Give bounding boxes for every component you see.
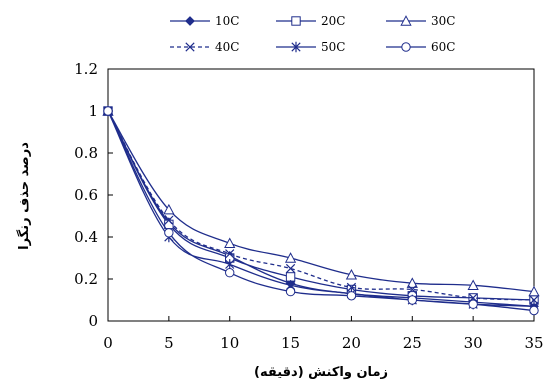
legend-entry-10C: 10C [170, 14, 239, 28]
x-axis-ticks: 0 5 10 15 20 25 30 35 [103, 316, 544, 352]
y-axis-ticks: 0 0.2 0.4 0.6 0.8 1 1.2 [74, 60, 113, 330]
series-30C [102, 105, 540, 297]
legend-entry-40C: 40C [170, 40, 239, 54]
data-point-30C [528, 285, 540, 297]
data-point-60C [225, 268, 235, 278]
data-point-60C [407, 295, 417, 305]
x-tick-label: 10 [220, 334, 239, 352]
x-tick-label: 20 [342, 334, 361, 352]
data-point-30C [345, 268, 358, 280]
data-point-50C [225, 259, 235, 270]
data-point-40C [407, 284, 417, 295]
data-point-20C [164, 219, 174, 230]
data-point-30C [224, 237, 236, 248]
data-point-60C [468, 299, 478, 309]
data-point-30C [406, 277, 418, 288]
y-tick-label: 0 [88, 312, 98, 330]
data-point-40C [225, 249, 235, 259]
legend-marker [291, 41, 301, 53]
data-point-60C [285, 286, 296, 297]
data-point-60C [164, 228, 174, 238]
series-60C [103, 106, 539, 316]
legend-marker [291, 16, 301, 26]
y-tick-label: 0.6 [74, 186, 98, 204]
legend-entry-50C: 50C [276, 40, 345, 54]
data-point-40C [164, 215, 174, 225]
legend-label: 40C [215, 40, 239, 54]
data-point-60C [529, 305, 539, 316]
x-axis-title: زمان واکنش (دقیقه) [254, 365, 388, 380]
legend-label: 60C [431, 40, 455, 54]
legend-label: 10C [215, 14, 239, 28]
data-point-60C [346, 291, 357, 301]
legend-label: 50C [321, 40, 345, 54]
legend-entry-60C: 60C [386, 40, 455, 54]
legend-marker [185, 42, 195, 52]
x-tick-label: 5 [164, 334, 174, 352]
legend: 10C 20C 30C 40C 50C 60C [170, 14, 455, 54]
y-tick-label: 1.2 [74, 60, 98, 78]
series-line-50C [107, 110, 535, 307]
series-line-20C [107, 110, 535, 301]
x-tick-label: 30 [464, 334, 483, 352]
series-layer [102, 105, 540, 316]
y-tick-label: 0.4 [74, 228, 98, 246]
plot-area [107, 68, 535, 322]
y-tick-label: 0.2 [74, 270, 98, 288]
data-point-60C [103, 106, 113, 116]
data-point-20C [285, 272, 296, 282]
x-tick-label: 35 [524, 334, 543, 352]
legend-entry-30C: 30C [386, 14, 455, 28]
series-line-30C [107, 110, 535, 293]
y-tick-label: 1 [88, 102, 98, 120]
legend-label: 20C [321, 14, 345, 28]
data-point-40C [285, 263, 296, 274]
data-point-30C [467, 279, 479, 290]
legend-marker [400, 15, 412, 26]
data-point-30C [163, 203, 175, 215]
legend-marker [185, 16, 195, 26]
y-axis-title: درصد حذف رنگرا [16, 142, 32, 250]
legend-label: 30C [431, 14, 455, 28]
series-line-40C [107, 110, 535, 301]
legend-marker [401, 42, 411, 52]
series-line-10C [107, 110, 535, 307]
data-point-30C [284, 252, 297, 263]
x-tick-label: 25 [403, 334, 422, 352]
x-tick-label: 0 [103, 334, 113, 352]
x-tick-label: 15 [281, 334, 300, 352]
y-tick-label: 0.8 [74, 144, 98, 162]
legend-entry-20C: 20C [276, 14, 345, 28]
